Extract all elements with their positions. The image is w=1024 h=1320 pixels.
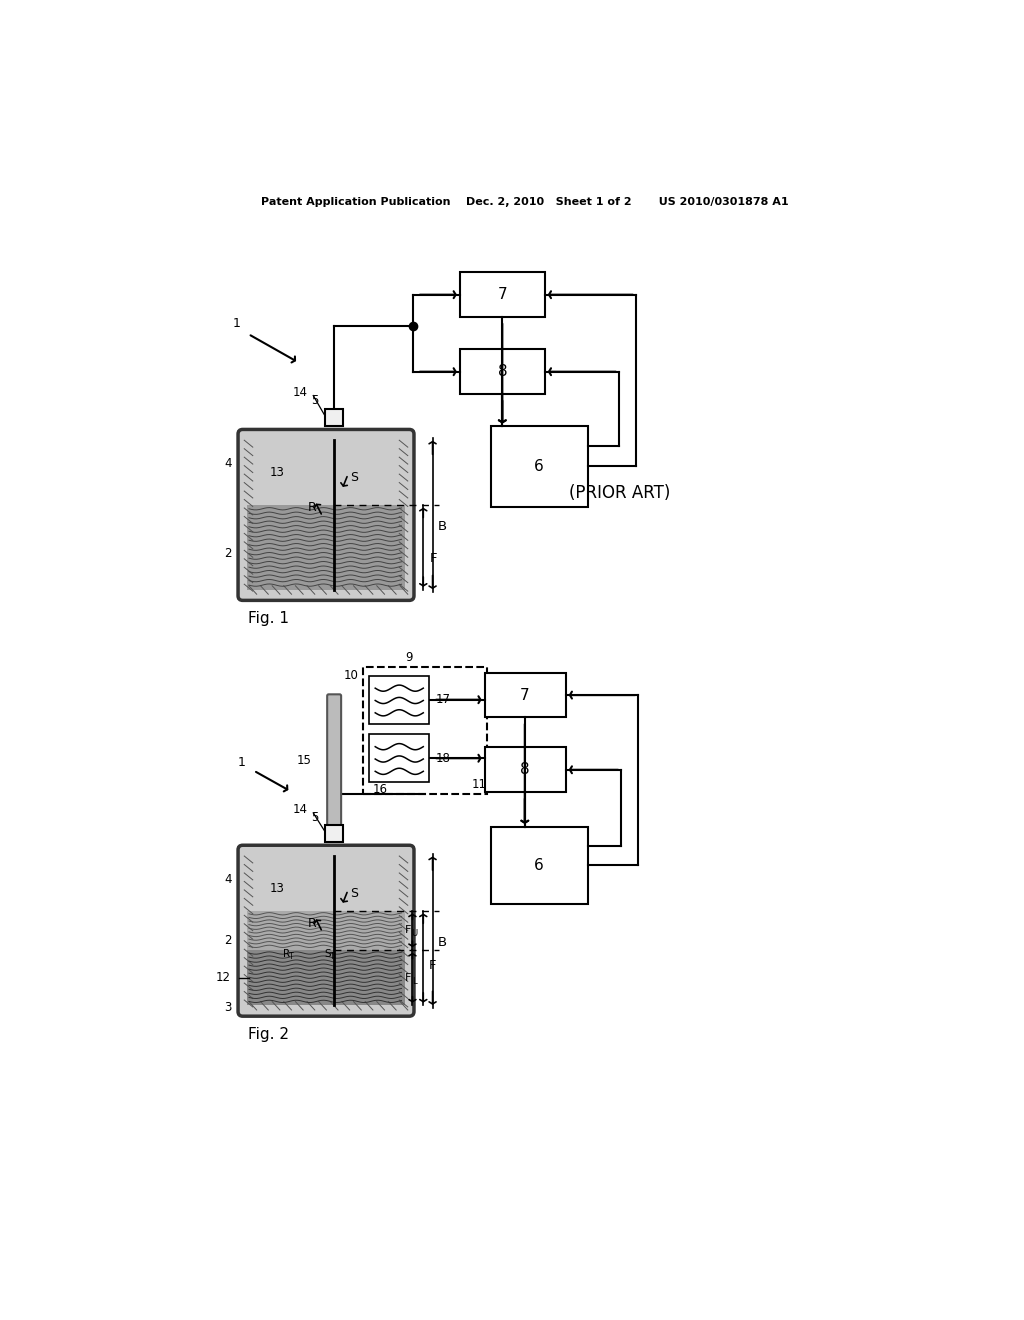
Text: 11: 11 (472, 777, 486, 791)
Text: 5: 5 (311, 810, 318, 824)
Bar (460, 272, 545, 317)
FancyBboxPatch shape (238, 429, 414, 601)
Text: R: R (283, 949, 290, 958)
Text: 1: 1 (238, 756, 246, 770)
Text: 8: 8 (498, 364, 507, 379)
FancyBboxPatch shape (328, 694, 341, 826)
Text: 2: 2 (224, 935, 231, 948)
Text: F: F (404, 925, 411, 935)
Text: R: R (308, 916, 316, 929)
Text: Patent Application Publication    Dec. 2, 2010   Sheet 1 of 2       US 2010/0301: Patent Application Publication Dec. 2, 2… (261, 197, 788, 207)
Bar (325, 409, 343, 426)
Bar (490, 826, 588, 904)
Text: B: B (438, 936, 447, 949)
Text: F: F (430, 552, 437, 565)
Text: T: T (331, 953, 335, 961)
Text: 8: 8 (520, 762, 529, 777)
Text: R: R (308, 500, 316, 513)
Text: 6: 6 (534, 858, 544, 873)
Text: 3: 3 (224, 1001, 231, 1014)
Text: (PRIOR ART): (PRIOR ART) (569, 484, 671, 503)
Text: 9: 9 (406, 651, 413, 664)
Text: 18: 18 (435, 751, 451, 764)
Text: Fig. 2: Fig. 2 (248, 1027, 289, 1043)
Text: 7: 7 (520, 688, 529, 702)
Text: F: F (429, 958, 436, 972)
Text: 5: 5 (311, 393, 318, 407)
Text: 2: 2 (224, 546, 231, 560)
Bar (369, 676, 429, 723)
Text: 16: 16 (373, 783, 388, 796)
Text: S: S (324, 949, 331, 958)
Text: U: U (412, 929, 418, 939)
Text: 4: 4 (224, 457, 231, 470)
Text: S: S (350, 471, 358, 484)
Bar (362, 667, 486, 793)
Bar (248, 506, 404, 590)
Text: 1: 1 (232, 317, 241, 330)
Bar (248, 911, 404, 950)
Text: S: S (350, 887, 358, 900)
Text: 7: 7 (498, 288, 507, 302)
Bar (325, 825, 343, 842)
Text: 14: 14 (293, 804, 308, 816)
Text: 13: 13 (270, 882, 285, 895)
Text: 15: 15 (297, 754, 311, 767)
Text: 12: 12 (215, 972, 230, 985)
Text: 17: 17 (435, 693, 451, 706)
Text: 14: 14 (293, 385, 308, 399)
Bar (490, 426, 588, 507)
Bar (369, 734, 429, 781)
Text: 13: 13 (270, 466, 285, 479)
Text: L: L (412, 977, 417, 986)
Bar (460, 350, 545, 395)
Text: F: F (404, 973, 411, 982)
Bar (248, 950, 404, 1006)
Bar (484, 673, 566, 718)
Text: 10: 10 (344, 669, 359, 682)
Text: 6: 6 (534, 459, 544, 474)
Text: Fig. 1: Fig. 1 (248, 611, 289, 626)
Text: 4: 4 (224, 873, 231, 886)
Text: T: T (289, 953, 294, 961)
Bar (484, 747, 566, 792)
Text: B: B (438, 520, 447, 533)
FancyBboxPatch shape (238, 845, 414, 1016)
